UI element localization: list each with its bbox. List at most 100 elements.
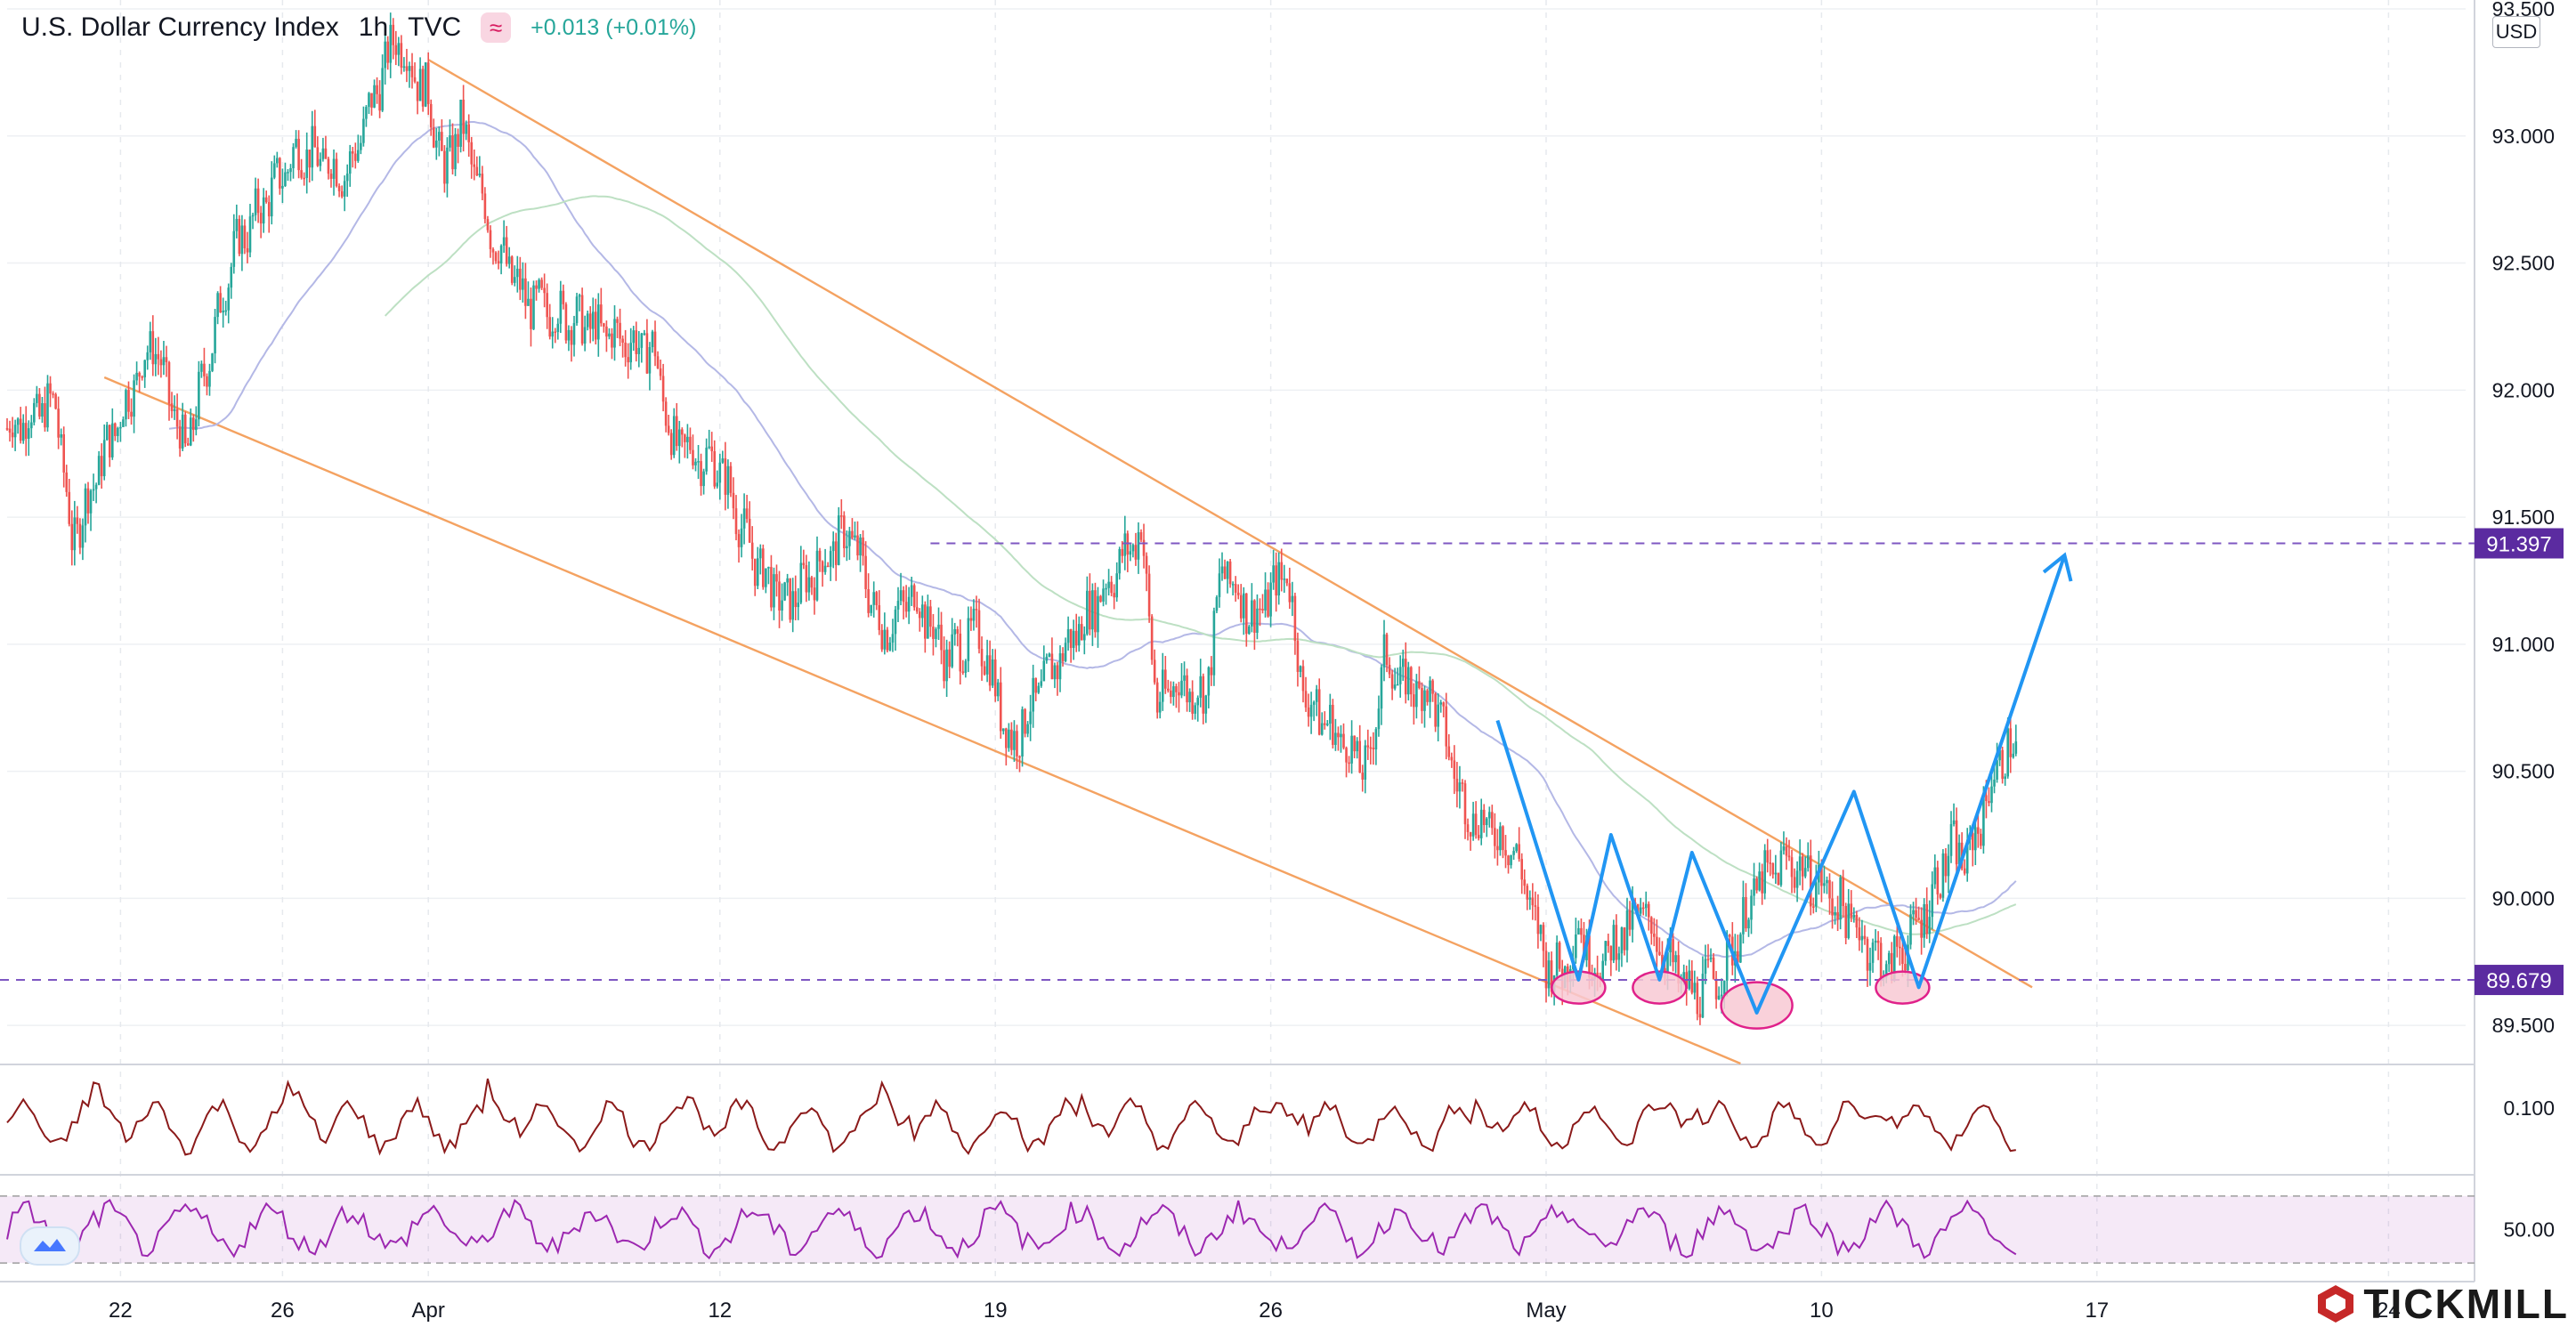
candle-body <box>797 603 800 608</box>
candle-body <box>1812 906 1815 908</box>
candle-body <box>1745 896 1747 929</box>
candle-body <box>78 523 82 548</box>
channel-lower-line <box>103 376 1741 1065</box>
candle-body <box>1712 957 1715 979</box>
x-tick-label: 22 <box>109 1299 133 1323</box>
candle-body <box>133 380 135 417</box>
candle-body <box>198 371 200 420</box>
candle-body <box>1061 653 1065 661</box>
candle-body <box>1196 697 1199 706</box>
candle-body <box>1653 934 1656 937</box>
candle-body <box>405 66 409 71</box>
candle-body <box>378 93 381 111</box>
candle-body <box>732 492 735 509</box>
candle-body <box>1782 846 1786 851</box>
candle-body <box>30 422 33 429</box>
candle-body <box>1180 680 1183 696</box>
candle-body <box>1795 870 1799 888</box>
candle-body <box>1074 630 1078 646</box>
candle-body <box>964 660 968 673</box>
candle-body <box>1393 684 1397 689</box>
candle-body <box>2009 728 2013 757</box>
candle-body <box>507 256 511 264</box>
candle-body <box>235 218 239 231</box>
candle-body <box>1479 809 1483 838</box>
candle-body <box>189 417 192 446</box>
candle-body <box>823 565 827 572</box>
candle-body <box>1458 782 1462 792</box>
candle-body <box>600 304 603 324</box>
brand-name: TICKMILL <box>2363 1281 2569 1327</box>
candle-body <box>1050 653 1054 680</box>
symbol-title[interactable]: U.S. Dollar Currency Index <box>21 12 339 42</box>
support-price-label-bg <box>2475 965 2564 996</box>
atr-line <box>6 1078 2016 1156</box>
candle-body <box>848 530 851 546</box>
candle-body <box>1356 740 1358 752</box>
candle-body <box>1299 666 1302 672</box>
candle-body <box>1539 925 1543 934</box>
candle-body <box>1761 871 1763 894</box>
candle-body <box>726 465 730 495</box>
candle-body <box>167 361 171 404</box>
candle-body <box>483 193 487 220</box>
candle-body <box>1779 850 1783 886</box>
candle-body <box>891 634 895 643</box>
candle-body <box>1755 878 1758 891</box>
candle-body <box>457 134 459 147</box>
candle-body <box>394 44 398 55</box>
candle-body <box>783 582 786 601</box>
candle-body <box>1666 951 1669 973</box>
candlestick-series <box>5 12 2018 1025</box>
candle-body <box>259 213 263 224</box>
candle-body <box>1374 729 1378 750</box>
candle-body <box>421 69 425 107</box>
candle-body <box>513 277 516 283</box>
candle-body <box>418 69 422 101</box>
candle-body <box>426 62 430 104</box>
candle-body <box>1032 677 1034 712</box>
candle-body <box>1555 943 1559 975</box>
candle-body <box>689 436 692 450</box>
y-tick-label: 93.500 <box>2492 0 2555 20</box>
candle-body <box>321 148 325 159</box>
candle-body <box>1852 915 1856 918</box>
currency-button[interactable]: USD <box>2492 16 2540 48</box>
x-tick-label: 10 <box>1810 1299 1834 1323</box>
candle-body <box>305 150 308 178</box>
candle-body <box>611 333 613 348</box>
candle-body <box>907 596 911 612</box>
candle-body <box>1158 701 1162 713</box>
candle-body <box>1272 565 1275 583</box>
candle-body <box>659 368 662 376</box>
candle-body <box>773 574 775 608</box>
candle-body <box>805 565 808 593</box>
candle-body <box>1418 681 1421 689</box>
candle-body <box>1758 871 1761 891</box>
candle-body <box>1836 911 1839 920</box>
candle-body <box>1048 653 1051 657</box>
tradingview-logo-icon[interactable] <box>20 1226 80 1266</box>
candle-body <box>575 296 579 324</box>
wave-icon[interactable]: ≈ <box>481 12 512 43</box>
candle-body <box>1410 667 1413 695</box>
candle-body <box>1769 862 1772 864</box>
candle-body <box>759 548 762 559</box>
candle-body <box>46 383 49 428</box>
resistance-price-label: 91.397 <box>2486 532 2551 556</box>
candle-body <box>1488 812 1491 819</box>
candle-body <box>1296 641 1300 672</box>
candle-body <box>937 624 940 629</box>
time-axis: 22 26 Apr 12 19 26 May 10 17 24 <box>109 1299 2401 1323</box>
candle-body <box>867 588 870 613</box>
candle-body <box>961 671 965 673</box>
candle-body <box>1388 665 1391 675</box>
candle-body <box>238 218 241 255</box>
candle-body <box>1515 844 1518 852</box>
candle-body <box>289 168 292 173</box>
interval-label[interactable]: 1h <box>358 12 389 42</box>
candle-body <box>559 290 563 324</box>
candle-body <box>1429 680 1431 702</box>
candle-body <box>831 541 835 552</box>
